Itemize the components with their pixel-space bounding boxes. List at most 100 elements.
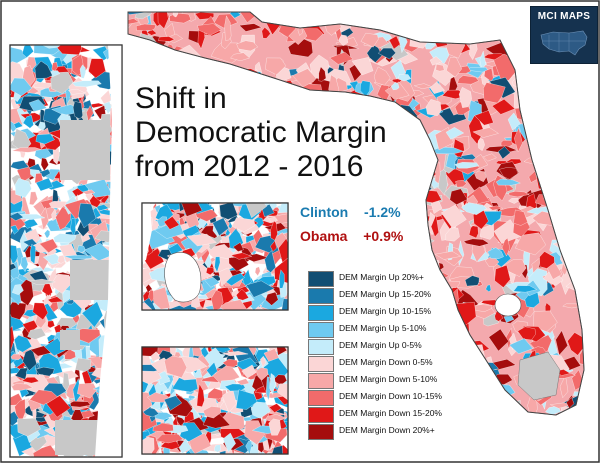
precinct-shape <box>512 12 533 30</box>
precinct-shape <box>128 286 134 306</box>
precinct-shape <box>445 127 465 140</box>
precinct-shape <box>415 198 425 216</box>
precinct-shape <box>287 37 313 58</box>
precinct-shape <box>508 198 519 204</box>
precinct-shape <box>398 74 412 82</box>
precinct-shape <box>196 383 205 407</box>
precinct-shape <box>84 243 114 261</box>
precinct-shape <box>393 147 399 161</box>
precinct-shape <box>402 245 418 252</box>
precinct-shape <box>501 237 510 257</box>
precinct-shape <box>148 319 172 327</box>
precinct-shape <box>211 322 225 332</box>
precinct-shape <box>466 12 490 21</box>
precinct-shape <box>275 94 293 114</box>
precinct-shape <box>491 99 516 115</box>
precinct-shape <box>268 12 290 24</box>
precinct-shape <box>230 252 253 260</box>
precinct-shape <box>406 12 423 19</box>
precinct-shape <box>33 45 60 55</box>
precinct-shape <box>24 228 41 249</box>
precinct-shape <box>220 193 238 203</box>
legend-label: DEM Margin Down 0-5% <box>339 357 433 367</box>
precinct-shape <box>175 318 190 328</box>
precinct-shape <box>185 328 193 339</box>
precinct-shape <box>222 351 249 357</box>
precinct-shape <box>56 45 82 55</box>
precinct-shape <box>378 175 408 183</box>
precinct-shape <box>35 177 54 192</box>
precinct-shape <box>547 262 563 280</box>
precinct-shape <box>495 22 518 37</box>
precinct-shape <box>219 188 243 203</box>
precinct-shape <box>265 57 287 75</box>
precinct-shape <box>508 191 530 198</box>
precinct-shape <box>264 87 290 101</box>
precinct-shape <box>225 89 239 105</box>
precinct-shape <box>455 180 467 188</box>
precinct-shape <box>476 386 494 407</box>
precinct-shape <box>354 191 361 202</box>
precinct-shape <box>555 76 567 94</box>
precinct-shape <box>265 291 279 306</box>
precinct-shape <box>10 410 20 427</box>
precinct-shape <box>21 377 40 384</box>
precinct-shape <box>509 338 534 354</box>
no-data-area <box>60 330 80 350</box>
precinct-shape <box>514 232 546 256</box>
precinct-shape <box>10 212 24 221</box>
precinct-shape <box>371 249 395 265</box>
legend-label: DEM Margin Up 0-5% <box>339 340 422 350</box>
precinct-shape <box>246 280 275 298</box>
precinct-shape <box>319 246 336 255</box>
precinct-shape <box>20 112 46 124</box>
precinct-shape <box>222 432 236 453</box>
precinct-shape <box>561 94 584 122</box>
precinct-shape <box>369 154 387 169</box>
precinct-shape <box>445 227 460 242</box>
precinct-shape <box>278 238 288 263</box>
precinct-shape <box>320 97 336 114</box>
precinct-shape <box>485 284 492 292</box>
precinct-shape <box>186 233 217 247</box>
precinct-shape <box>411 212 428 219</box>
precinct-shape <box>360 32 379 48</box>
precinct-shape <box>446 56 462 78</box>
precinct-shape <box>300 252 310 268</box>
precinct-shape <box>441 204 467 229</box>
legend-swatch <box>308 373 334 389</box>
precinct-shape <box>394 260 419 268</box>
precinct-shape <box>573 73 584 84</box>
precinct-shape <box>412 12 439 21</box>
everglades-area <box>517 351 561 401</box>
legend-item: DEM Margin Up 15-20% <box>308 287 478 304</box>
precinct-shape <box>231 77 240 88</box>
precinct-shape <box>572 107 584 116</box>
precinct-shape <box>212 307 224 334</box>
precinct-shape <box>29 191 38 206</box>
precinct-shape <box>565 225 572 253</box>
precinct-shape <box>542 189 566 203</box>
legend-item: DEM Margin Down 0-5% <box>308 355 478 372</box>
precinct-shape <box>157 12 169 29</box>
precinct-shape <box>128 220 144 235</box>
precinct-shape <box>389 35 401 50</box>
precinct-shape <box>461 26 482 37</box>
precinct-shape <box>502 12 524 13</box>
precinct-shape <box>223 73 251 98</box>
precinct-shape <box>14 178 32 198</box>
precinct-shape <box>172 12 178 18</box>
precinct-shape <box>128 12 148 15</box>
legend-label: DEM Margin Down 20%+ <box>339 425 435 435</box>
precinct-shape <box>222 358 238 368</box>
precinct-shape <box>457 12 465 23</box>
precinct-shape <box>77 383 98 399</box>
precinct-shape <box>457 75 479 85</box>
precinct-shape <box>540 133 548 140</box>
precinct-shape <box>158 36 175 42</box>
precinct-shape <box>329 51 354 65</box>
precinct-shape <box>281 298 288 310</box>
precinct-shape <box>575 248 584 263</box>
precinct-shape <box>370 247 390 254</box>
precinct-shape <box>528 170 538 183</box>
